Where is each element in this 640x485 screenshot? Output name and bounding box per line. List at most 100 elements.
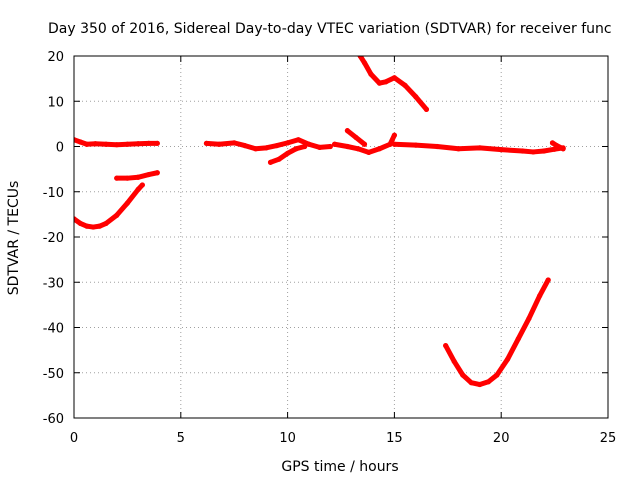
data-point [530, 149, 536, 155]
y-tick-label: -50 [43, 367, 64, 382]
data-point [216, 141, 222, 147]
data-point [537, 293, 543, 299]
data-point [366, 149, 372, 155]
data-point [154, 140, 160, 146]
y-tick-label: -60 [43, 412, 64, 427]
data-point [357, 56, 363, 59]
y-tick-label: -40 [43, 322, 64, 337]
data-point [263, 145, 269, 151]
data-point [519, 148, 526, 154]
data-point [135, 141, 141, 147]
data-point [295, 137, 301, 143]
data-point [74, 216, 77, 222]
data-point [376, 146, 383, 152]
data-point [293, 146, 299, 152]
x-tick-label: 10 [279, 431, 296, 446]
x-tick-label: 20 [493, 431, 510, 446]
y-tick-label: -10 [43, 186, 64, 201]
data-point [331, 141, 338, 147]
plot-frame [73, 55, 609, 419]
data-point [146, 171, 152, 178]
y-tick-label: -30 [43, 276, 64, 291]
data-point [154, 170, 160, 176]
data-point [267, 159, 274, 165]
series-arc-1 [74, 137, 160, 148]
data-point [327, 143, 333, 150]
data-point [515, 336, 521, 342]
data-point [545, 277, 551, 283]
data-point [353, 134, 359, 141]
ticks: -60 -50 -40 -30 -20 -10 0 10 20 0 5 10 15 20 25 [43, 50, 617, 446]
data-point [560, 146, 566, 152]
data-point [413, 142, 419, 148]
series-arc-2 [74, 182, 145, 230]
x-tick-label: 15 [386, 431, 403, 446]
series-arc-11 [443, 277, 551, 388]
data-point [77, 220, 84, 227]
data-point [477, 145, 483, 151]
data-point [468, 380, 474, 386]
data-point [203, 140, 210, 146]
data-point [114, 142, 120, 148]
x-tick-label: 25 [600, 431, 617, 446]
data-point [276, 156, 282, 162]
data-point [505, 356, 511, 362]
series-arc-8 [391, 141, 566, 155]
data-point [124, 141, 130, 147]
y-tick-label: 20 [47, 50, 64, 65]
data-point [541, 148, 547, 154]
data-point [84, 223, 90, 229]
series-line [443, 277, 551, 388]
data-point [368, 71, 374, 77]
data-point [391, 141, 397, 147]
grid [74, 56, 608, 418]
data-point [451, 358, 457, 365]
y-axis-label: SDTVAR / TECUs [6, 181, 22, 296]
data-point [90, 224, 96, 230]
y-tick-label: 0 [56, 141, 64, 156]
data-point [114, 212, 120, 218]
data-point [361, 60, 368, 66]
y-tick-label: 10 [47, 95, 64, 110]
series-arc-7 [344, 128, 368, 147]
chart-title: Day 350 of 2016, Sidereal Day-to-day VTE… [48, 21, 612, 37]
data-point [383, 79, 389, 85]
data-point [103, 220, 109, 227]
data-point [402, 82, 408, 89]
data-point [549, 140, 556, 146]
data-point [124, 200, 130, 206]
data-point [139, 182, 145, 188]
series-arc-6 [331, 132, 397, 155]
series-line [74, 137, 160, 148]
data-point [434, 143, 440, 150]
data-point [344, 128, 351, 134]
x-tick-label: 5 [177, 431, 185, 446]
data-point [391, 132, 397, 138]
data-point [242, 142, 248, 149]
data-point [361, 141, 368, 147]
data-point [302, 143, 308, 150]
data-point [460, 372, 466, 378]
data-point [413, 94, 419, 100]
data-point [391, 75, 397, 81]
data-point [485, 379, 491, 385]
data-point [285, 140, 291, 146]
data-point [355, 146, 361, 152]
data-point [455, 146, 462, 152]
x-tick-label: 0 [70, 431, 78, 446]
data-point [146, 140, 152, 146]
data-point [92, 141, 98, 147]
data-point [285, 150, 291, 156]
series-layer [74, 56, 566, 388]
x-axis-label: GPS time / hours [281, 459, 398, 475]
series-arc-5 [267, 143, 308, 165]
series-arc-9 [549, 140, 566, 152]
series-arc-10 [357, 56, 430, 112]
data-point [114, 175, 120, 181]
data-point [77, 139, 84, 145]
series-arc-4 [203, 137, 333, 152]
data-point [306, 141, 312, 147]
data-point [135, 186, 141, 193]
